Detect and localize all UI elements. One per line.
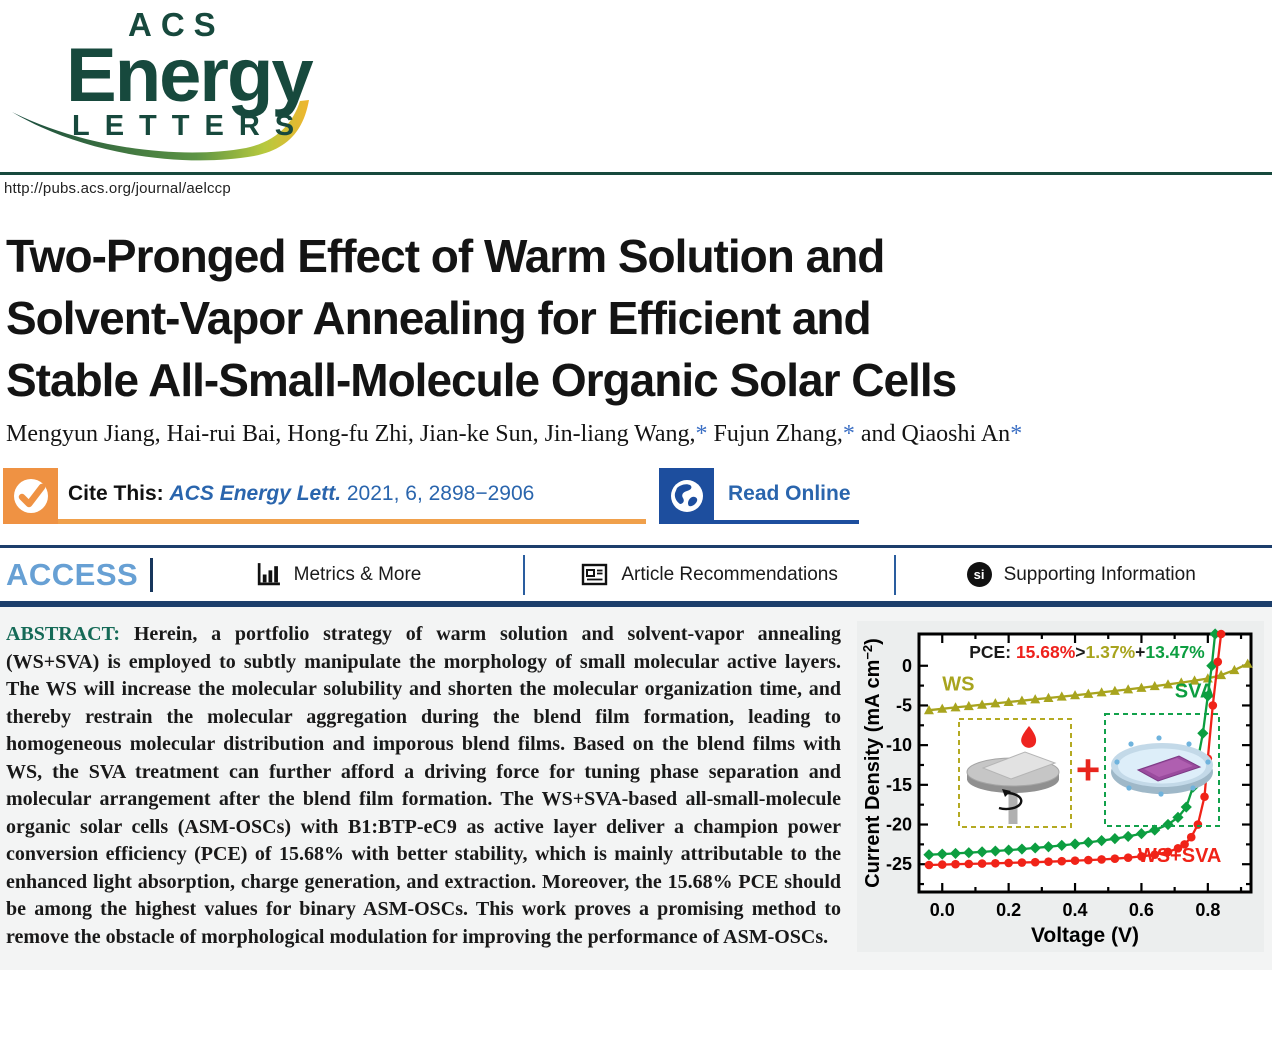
globe-icon	[659, 468, 714, 524]
access-link[interactable]: ACCESS	[6, 556, 139, 592]
metrics-label: Metrics & More	[293, 563, 422, 585]
series-label-WS: WS	[942, 673, 974, 695]
spin-coating-illustration	[957, 718, 1072, 828]
access-bar: ACCESS Metrics & More Article Recommenda…	[0, 545, 1272, 607]
svg-text:0.0: 0.0	[929, 900, 954, 920]
abstract-section: 0.0 0.2 0.4 0.6 0.8 0 -5 -10 -15 -20 -25 PCE: 15.68…	[0, 607, 1272, 970]
svg-text:0.4: 0.4	[1062, 900, 1087, 920]
svg-text:-5: -5	[895, 695, 911, 715]
access-divider	[150, 557, 154, 592]
title-line-1: Two-Pronged Effect of Warm Solution and	[6, 230, 885, 282]
abstract-label: ABSTRACT:	[6, 623, 121, 645]
abstract-paragraph: ABSTRACT: Herein, a portfolio strategy o…	[6, 621, 1264, 951]
journal-masthead: ACS Energy LETTERS	[0, 0, 1272, 172]
cite-label: Cite This:	[68, 481, 164, 505]
plus-sign: +	[1075, 746, 1100, 793]
series-label-WS+SVA: WS+SVA	[1137, 845, 1221, 867]
journal-logo: ACS Energy LETTERS	[66, 6, 314, 143]
logo-energy-text: Energy	[66, 33, 314, 118]
title-line-3: Stable All-Small-Molecule Organic Solar …	[6, 354, 957, 406]
jv-chart: 0.0 0.2 0.4 0.6 0.8 0 -5 -10 -15 -20 -25 PCE: 15.68…	[860, 628, 1253, 947]
y-axis-title: Current Density (mA cm−2)	[860, 638, 884, 888]
solvent-vapor-annealing-illustration	[1103, 713, 1220, 827]
title-line-2: Solvent-Vapor Annealing for Efficient an…	[6, 292, 872, 344]
svg-text:0: 0	[901, 656, 911, 676]
svg-text:-10: -10	[885, 735, 911, 755]
svg-text:0.2: 0.2	[996, 900, 1021, 920]
svg-text:-15: -15	[885, 775, 911, 795]
cite-journal-name: ACS Energy Lett.	[169, 481, 342, 505]
cite-this[interactable]: Cite This: ACS Energy Lett. 2021, 6, 289…	[58, 468, 646, 524]
author-list: Mengyun Jiang, Hai-rui Bai, Hong-fu Zhi,…	[6, 421, 1266, 448]
series-label-SVA: SVA	[1174, 681, 1214, 703]
read-online-button[interactable]: Read Online	[659, 468, 859, 524]
x-axis-title: Voltage (V)	[1030, 924, 1138, 947]
recommendations-label: Article Recommendations	[621, 563, 838, 585]
logo-acs-text: ACS	[128, 6, 225, 43]
si-icon: si	[966, 562, 992, 587]
access-separator	[522, 554, 525, 595]
corresponding-author-star: *	[695, 421, 708, 447]
svg-text:PCE: 15.68%>1.37%+13.47%: PCE: 15.68%>1.37%+13.47%	[969, 642, 1205, 662]
abstract-body: Herein, a portfolio strategy of warm sol…	[6, 623, 841, 948]
cite-check-icon[interactable]	[3, 468, 58, 524]
corresponding-author-star: *	[1010, 421, 1023, 447]
svg-text:0.8: 0.8	[1195, 900, 1220, 920]
supporting-information-link[interactable]: si Supporting Information	[896, 562, 1266, 587]
svg-text:-20: -20	[885, 815, 911, 835]
cite-reference: 2021, 6, 2898−2906	[341, 481, 535, 505]
article-page: ACS Energy LETTERS http://pubs.acs.org/j…	[0, 0, 1272, 970]
article-recommendations-link[interactable]: Article Recommendations	[525, 563, 895, 587]
logo-letters-text: LETTERS	[72, 109, 310, 142]
rotation-arrow-icon	[998, 791, 1022, 811]
author-group: and Qiaoshi An	[854, 421, 1011, 447]
series-WS: WS	[923, 658, 1253, 715]
cite-bar: Cite This: ACS Energy Lett. 2021, 6, 289…	[3, 468, 1272, 525]
svg-text:-25: -25	[885, 854, 911, 874]
article-icon	[582, 563, 608, 585]
metrics-and-more-link[interactable]: Metrics & More	[153, 561, 523, 588]
journal-url-link[interactable]: http://pubs.acs.org/journal/aelccp	[4, 180, 231, 197]
author-group: Mengyun Jiang, Hai-rui Bai, Hong-fu Zhi,…	[6, 421, 696, 447]
access-separator	[894, 554, 897, 595]
svg-text:0.6: 0.6	[1128, 900, 1153, 920]
bar-chart-icon	[257, 563, 280, 586]
graphical-abstract: 0.0 0.2 0.4 0.6 0.8 0 -5 -10 -15 -20 -25 PCE: 15.68…	[857, 621, 1264, 952]
solution-drop-icon	[1020, 726, 1036, 748]
corresponding-author-star: *	[842, 421, 855, 447]
series-WS+SVA: WS + SVA	[924, 629, 1225, 870]
masthead-rule	[0, 172, 1272, 175]
author-group: Fujun Zhang,	[707, 421, 843, 447]
read-online-label: Read Online	[728, 482, 851, 505]
page-title: Two-Pronged Effect of Warm Solution and …	[6, 225, 1266, 411]
supporting-info-label: Supporting Information	[1003, 563, 1196, 585]
